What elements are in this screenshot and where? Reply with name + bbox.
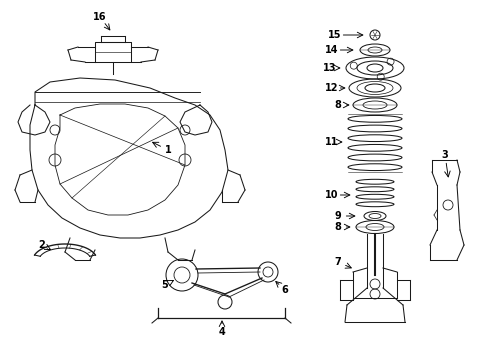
- Text: 9: 9: [334, 211, 341, 221]
- Text: 2: 2: [39, 240, 45, 250]
- Text: 8: 8: [334, 222, 341, 232]
- Text: 13: 13: [323, 63, 336, 73]
- Text: 7: 7: [334, 257, 341, 267]
- Text: 8: 8: [334, 100, 341, 110]
- Text: 11: 11: [325, 137, 338, 147]
- Text: 16: 16: [93, 12, 106, 22]
- Text: 6: 6: [281, 285, 288, 295]
- Text: 5: 5: [162, 280, 168, 290]
- Text: 1: 1: [164, 145, 171, 155]
- Text: 12: 12: [325, 83, 338, 93]
- Text: 15: 15: [327, 30, 341, 40]
- Text: 3: 3: [441, 150, 447, 160]
- Text: 14: 14: [325, 45, 338, 55]
- Text: 4: 4: [218, 327, 225, 337]
- Text: 10: 10: [325, 190, 338, 200]
